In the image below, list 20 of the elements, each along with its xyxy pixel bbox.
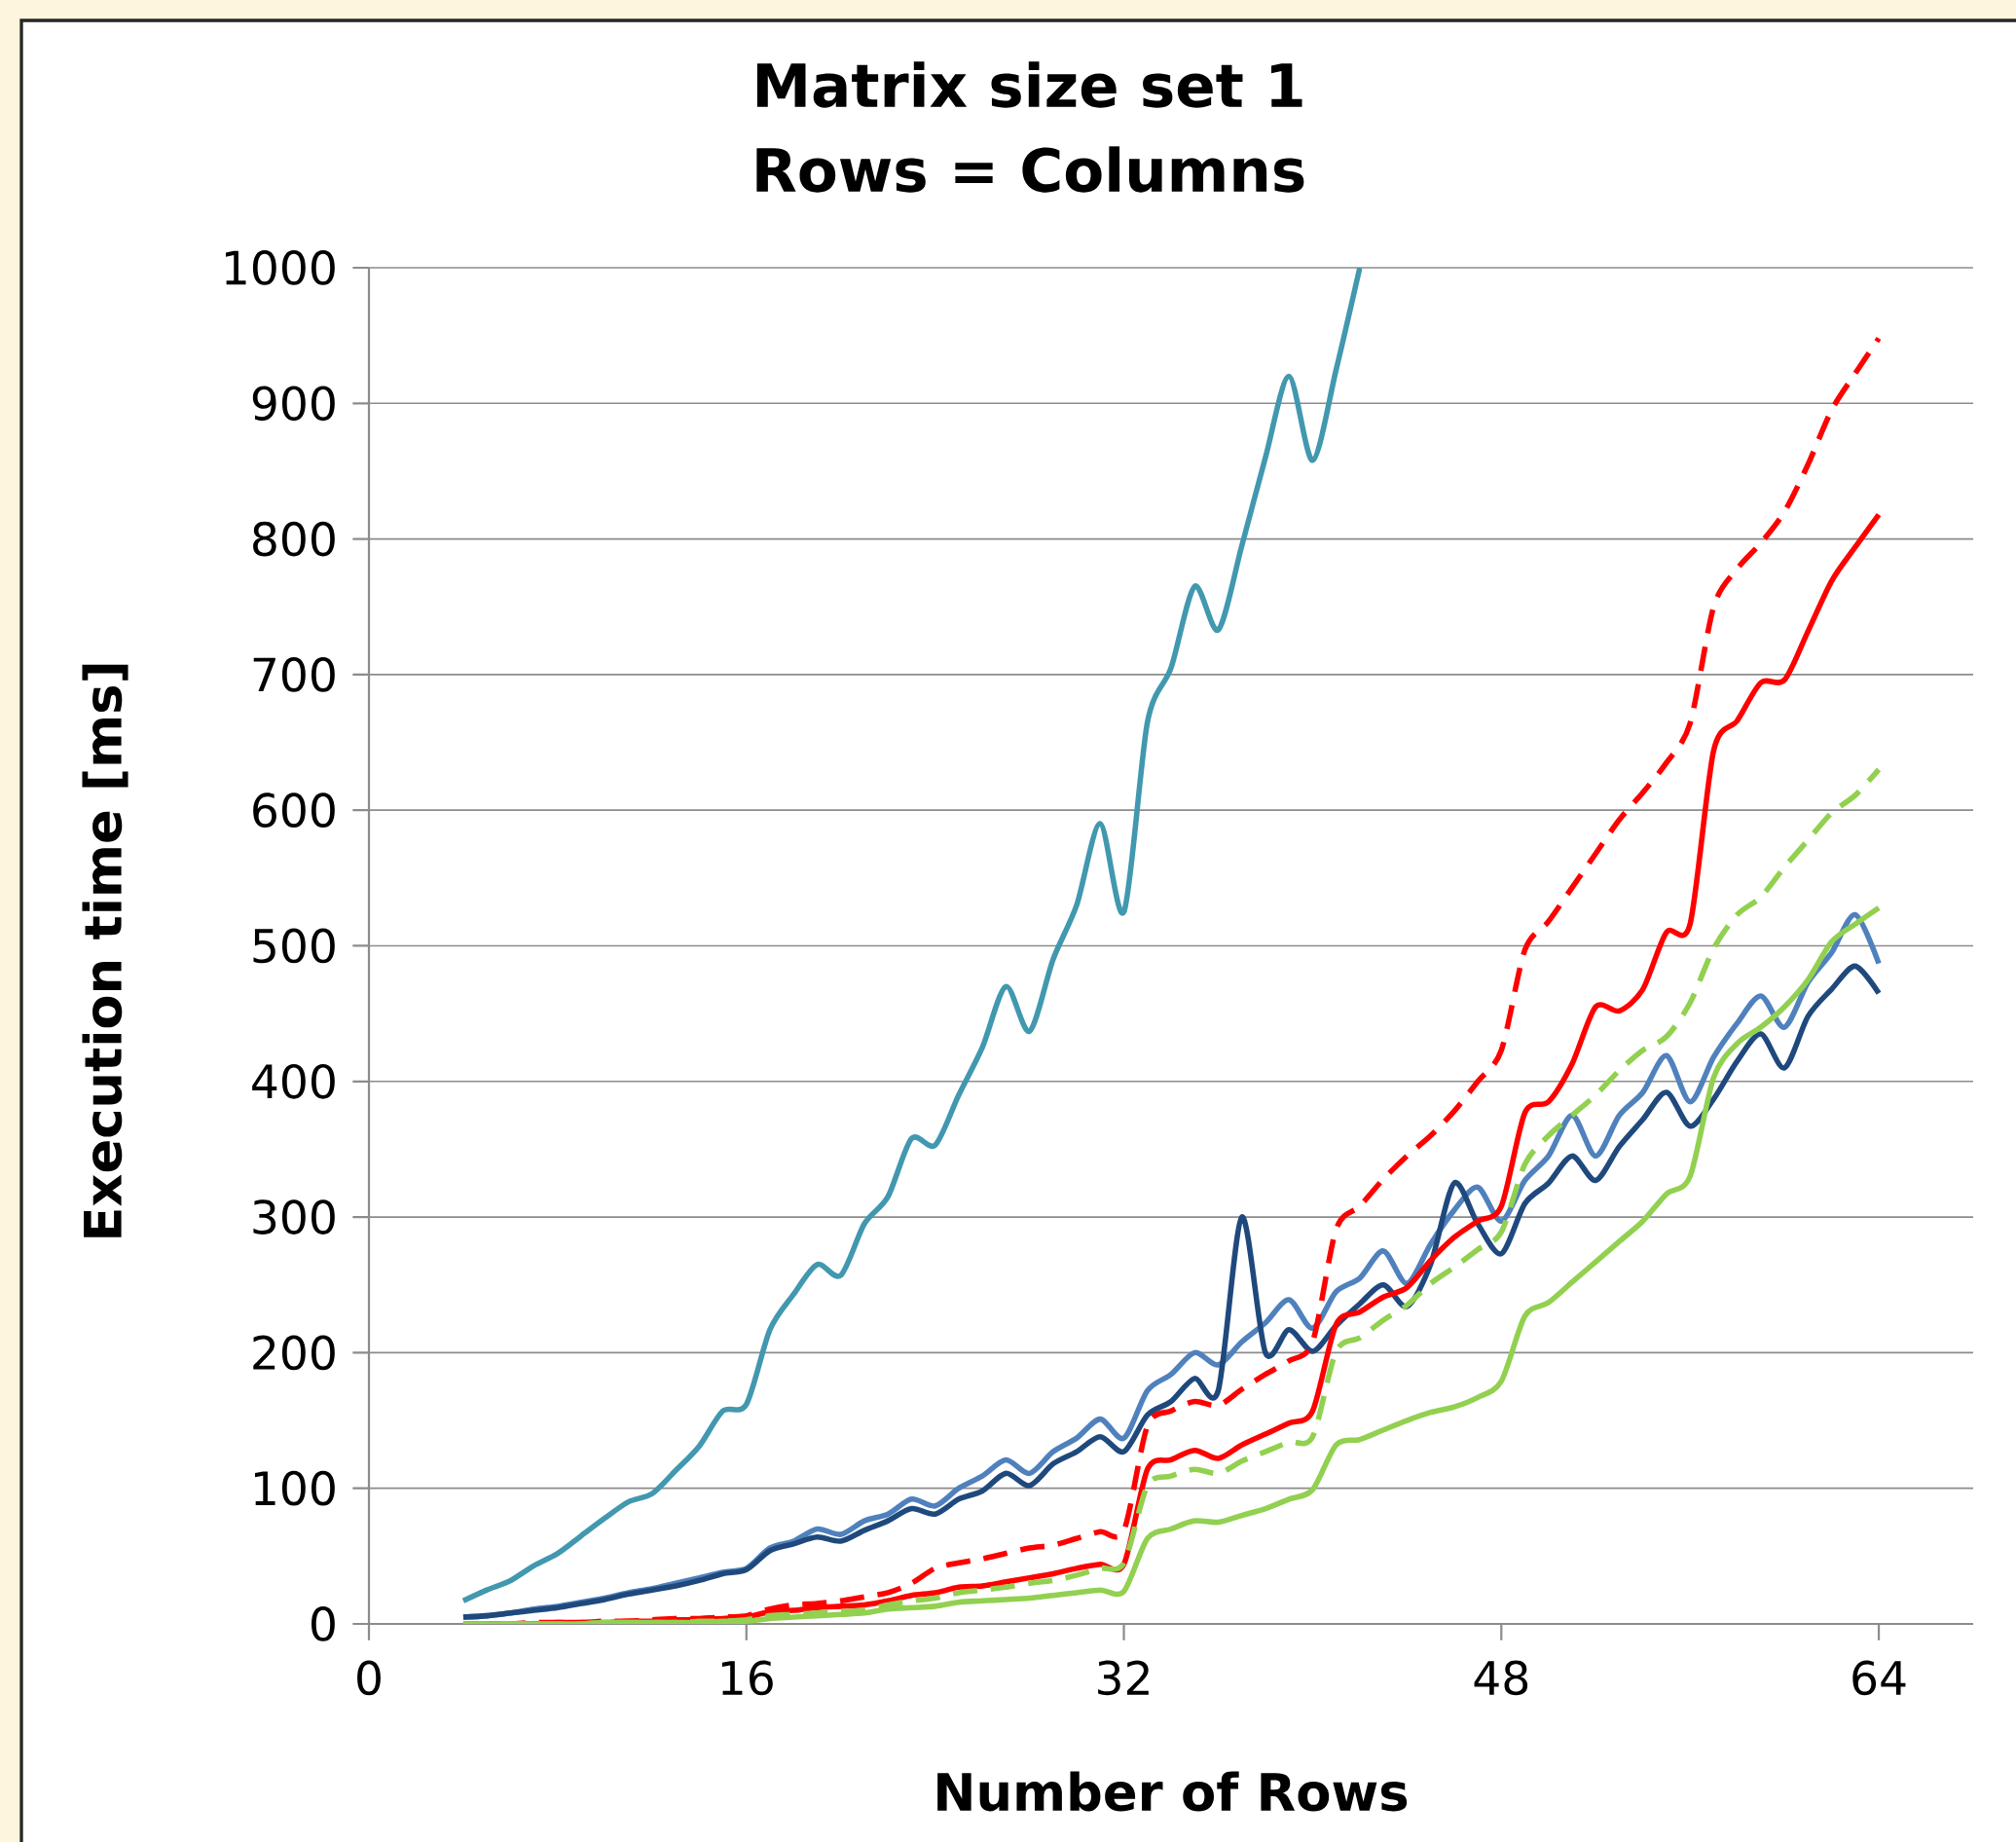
x-tick-label: 16 [721, 1660, 773, 1696]
chart-subtitle: Rows = Columns [756, 146, 1304, 193]
y-tick-label: 300 [253, 1199, 335, 1234]
y-tick-label: 900 [252, 386, 335, 422]
y-tick-label: 400 [252, 1063, 335, 1099]
y-tick-label: 0 [312, 1606, 335, 1641]
y-tick-label: 1000 [225, 250, 335, 285]
y-tick-label: 800 [253, 521, 335, 557]
x-tick-label: 64 [1852, 1660, 1906, 1696]
x-axis-title: Number of Rows [937, 1771, 1408, 1812]
y-tick-label: 600 [253, 792, 335, 829]
y-tick-label: 700 [253, 657, 335, 692]
chart-title: Matrix size set 1 [756, 61, 1302, 108]
y-axis-title: Execution time [ms] [82, 664, 128, 1237]
x-tick-label: 48 [1474, 1660, 1528, 1696]
x-tick-label: 0 [357, 1660, 381, 1696]
x-tick-label: 32 [1098, 1660, 1149, 1696]
y-tick-label: 200 [253, 1335, 335, 1371]
y-tick-label: 100 [255, 1470, 335, 1506]
y-tick-label: 500 [253, 928, 335, 964]
